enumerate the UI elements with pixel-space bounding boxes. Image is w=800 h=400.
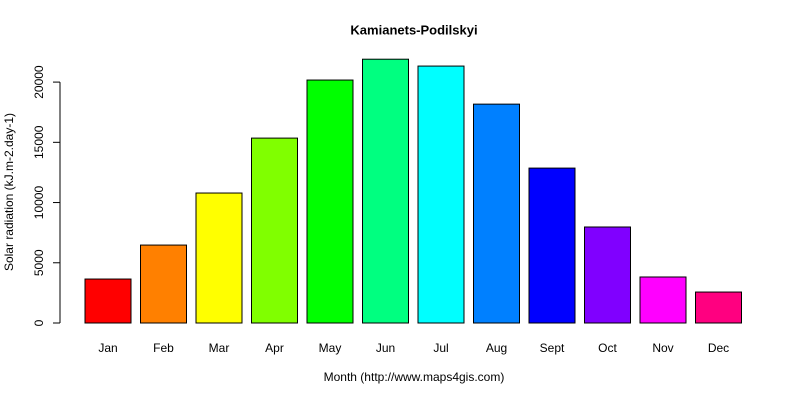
bar [584,226,631,324]
x-tick-label: Jan [98,341,117,355]
x-tick-label: Feb [153,341,174,355]
y-tick-label: 15000 [32,125,46,159]
x-tick-label: Dec [708,341,729,355]
y-axis-label: Solar radiation (kJ.m-2.day-1) [2,113,16,271]
bar [639,276,687,324]
x-tick-label: May [319,341,342,355]
bar [528,167,576,324]
bar [473,103,520,324]
bar [306,79,354,324]
x-axis-label: Month (http://www.maps4gis.com) [324,370,505,384]
bar [84,278,132,324]
x-tick-label: Mar [209,341,230,355]
bar [417,65,465,324]
x-tick-label: Apr [265,341,284,355]
x-tick-label: Sept [540,341,565,355]
bar [251,137,298,324]
bar [195,192,243,324]
x-tick-label: Jun [376,341,395,355]
y-tick-label: 10000 [32,186,46,220]
x-tick-label: Oct [598,341,617,355]
x-tick-label: Nov [652,341,673,355]
bar [362,58,409,324]
y-tick-label: 20000 [32,65,46,99]
x-tick-label: Aug [486,341,507,355]
x-tick-label: Jul [433,341,448,355]
y-tick-label: 0 [32,319,46,326]
bar [140,244,187,324]
chart-title: Kamianets-Podilskyi [350,22,477,37]
y-tick-label: 5000 [32,249,46,276]
bar [695,291,742,324]
